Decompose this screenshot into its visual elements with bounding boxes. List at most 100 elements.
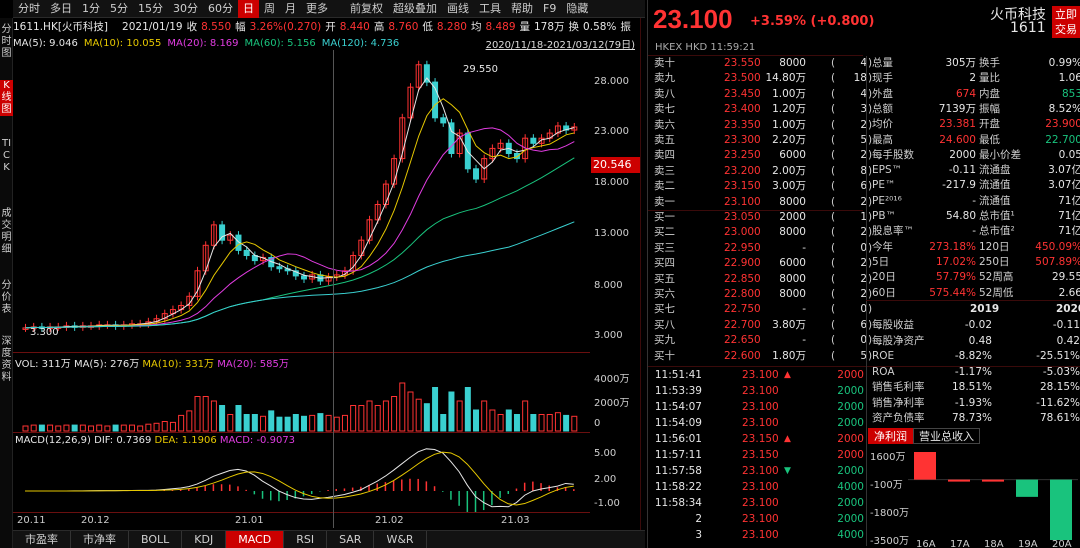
order-row[interactable]: 买三 22.950 - (0) xyxy=(654,241,872,256)
macd-label: MACD(12,26,9) xyxy=(15,435,91,446)
volume-bar xyxy=(391,396,398,432)
tab-trade-detail[interactable]: 成交明细 xyxy=(1,208,12,255)
order-row[interactable]: 卖十 23.550 8000 (4) xyxy=(654,56,872,71)
order-row[interactable]: 买一 23.050 2000 (1) xyxy=(654,210,872,225)
order-row[interactable]: 卖四 23.250 6000 (2) xyxy=(654,148,872,163)
tab-tick[interactable]: TICK xyxy=(1,138,12,173)
volume-bar xyxy=(440,414,447,432)
period-15min[interactable]: 15分 xyxy=(138,1,163,15)
tab-kline-chart[interactable]: K线图 xyxy=(0,80,13,116)
price-tick: 8.000 xyxy=(594,280,623,291)
tab-macd[interactable]: MACD xyxy=(226,531,285,548)
volume-bar xyxy=(481,400,488,432)
order-row[interactable]: 买五 22.850 8000 (2) xyxy=(654,272,872,287)
period-5min[interactable]: 5分 xyxy=(110,1,128,15)
stat-key: 流通值 xyxy=(979,179,1011,192)
order-row[interactable]: 卖九 23.500 14.80万 (18) xyxy=(654,71,872,86)
volume-bar xyxy=(530,414,537,432)
order-row[interactable]: 卖二 23.150 3.00万 (6) xyxy=(654,179,872,194)
period-month[interactable]: 月 xyxy=(285,1,296,15)
order-count: 18 xyxy=(853,72,867,85)
column-divider xyxy=(866,56,867,546)
paren-open: ( xyxy=(831,180,836,193)
kline-chart[interactable] xyxy=(13,50,590,352)
tab-price-table[interactable]: 分价表 xyxy=(1,280,12,315)
candle-body xyxy=(423,64,430,83)
order-row[interactable]: 卖七 23.400 1.20万 (3) xyxy=(654,102,872,117)
stock-code: 1611 xyxy=(1010,20,1046,36)
tab-wr[interactable]: W&R xyxy=(374,531,427,548)
order-book: 卖十 23.550 8000(4) 卖九 23.500 14.80万(18) 卖八 23.45… xyxy=(654,56,872,366)
candle-body xyxy=(473,168,480,180)
period-week[interactable]: 周 xyxy=(264,1,275,15)
hide-button[interactable]: 隐藏 xyxy=(566,1,589,15)
profit-bar xyxy=(948,479,970,482)
period-more[interactable]: 更多 xyxy=(306,1,328,15)
order-row[interactable]: 卖六 23.350 1.00万 (2) xyxy=(654,118,872,133)
macd-chart[interactable] xyxy=(13,433,590,513)
tick-time: 3 xyxy=(695,529,702,541)
order-row[interactable]: 买四 22.900 6000 (2) xyxy=(654,256,872,271)
order-row[interactable]: 卖一 23.100 8000 (2) xyxy=(654,195,872,210)
period-60min[interactable]: 60分 xyxy=(208,1,233,15)
order-row[interactable]: 买十 22.600 1.80万 (5) xyxy=(654,349,872,364)
tab-kdj[interactable]: KDJ xyxy=(182,531,227,548)
tab-minute-chart[interactable]: 分时图 xyxy=(1,24,12,59)
stat-key: EPS™ xyxy=(872,164,903,177)
tab-rsi[interactable]: RSI xyxy=(284,531,328,548)
draw-line-menu[interactable]: 画线 xyxy=(447,1,469,15)
candle-body xyxy=(210,224,217,246)
tab-depth-data[interactable]: 深度资料 xyxy=(1,336,12,383)
volume-chart[interactable] xyxy=(13,353,590,433)
order-count: 2 xyxy=(860,272,867,285)
adjust-menu[interactable]: 前复权 xyxy=(350,1,383,15)
current-price-flag: 20.546 xyxy=(591,157,640,173)
overlay-menu[interactable]: 超级叠加 xyxy=(393,1,437,15)
tab-net-profit[interactable]: 净利润 xyxy=(868,428,913,444)
macd-dif: DIF: 0.7369 xyxy=(94,435,152,446)
order-row[interactable]: 卖五 23.300 2.20万 (5) xyxy=(654,133,872,148)
tick-time: 11:54:09 xyxy=(654,417,702,429)
tab-boll[interactable]: BOLL xyxy=(129,531,183,548)
f9-button[interactable]: F9 xyxy=(543,1,557,15)
tools-menu[interactable]: 工具 xyxy=(479,1,501,15)
order-row[interactable]: 卖八 23.450 1.00万 (4) xyxy=(654,87,872,102)
date-range[interactable]: 2020/11/18-2021/03/12(79日) xyxy=(485,40,635,51)
paren-close: ) xyxy=(868,72,873,85)
order-price: 23.400 xyxy=(724,103,761,116)
tab-pb[interactable]: 市净率 xyxy=(71,531,129,548)
order-row[interactable]: 买六 22.800 8000 (2) xyxy=(654,287,872,302)
volume-bar xyxy=(104,425,111,432)
period-day[interactable]: 日 xyxy=(238,0,259,18)
tick-volume: 2000 xyxy=(837,385,864,397)
order-row[interactable]: 买二 23.000 8000 (2) xyxy=(654,225,872,240)
tab-revenue[interactable]: 营业总收入 xyxy=(913,428,980,444)
period-multi-day[interactable]: 多日 xyxy=(50,1,72,15)
tick-row: 2 23.100 2000 xyxy=(654,512,866,527)
stat-value: 23.381 xyxy=(939,118,976,131)
order-count: 5 xyxy=(860,349,867,362)
period-30min[interactable]: 30分 xyxy=(173,1,198,15)
candle-body xyxy=(554,125,561,134)
help-menu[interactable]: 帮助 xyxy=(511,1,533,15)
order-row[interactable]: 买八 22.700 3.80万 (6) xyxy=(654,318,872,333)
tab-sar[interactable]: SAR xyxy=(327,531,375,548)
volume-bar xyxy=(47,424,54,432)
order-label: 卖三 xyxy=(654,164,675,177)
period-1min[interactable]: 1分 xyxy=(82,1,100,15)
order-row[interactable]: 买九 22.650 - (0) xyxy=(654,333,872,348)
tick-price: 23.150 xyxy=(742,449,779,461)
stat-key: 均价 xyxy=(872,118,893,131)
order-row[interactable]: 卖三 23.200 2.00万 (8) xyxy=(654,164,872,179)
ma120-legend: MA(120): 4.736 xyxy=(321,37,400,49)
tab-pe[interactable]: 市盈率 xyxy=(13,531,71,548)
order-row[interactable]: 买七 22.750 - (0) xyxy=(654,302,872,317)
trade-now-button[interactable]: 立即交易 xyxy=(1052,6,1080,38)
order-label: 卖四 xyxy=(654,149,675,162)
price-change: +3.59% (+0.800) xyxy=(750,14,875,29)
paren-open: ( xyxy=(831,149,836,162)
order-price: 22.700 xyxy=(724,318,761,331)
volume-bar xyxy=(88,425,95,432)
period-minute[interactable]: 分时 xyxy=(18,1,40,15)
order-count: 5 xyxy=(860,134,867,146)
